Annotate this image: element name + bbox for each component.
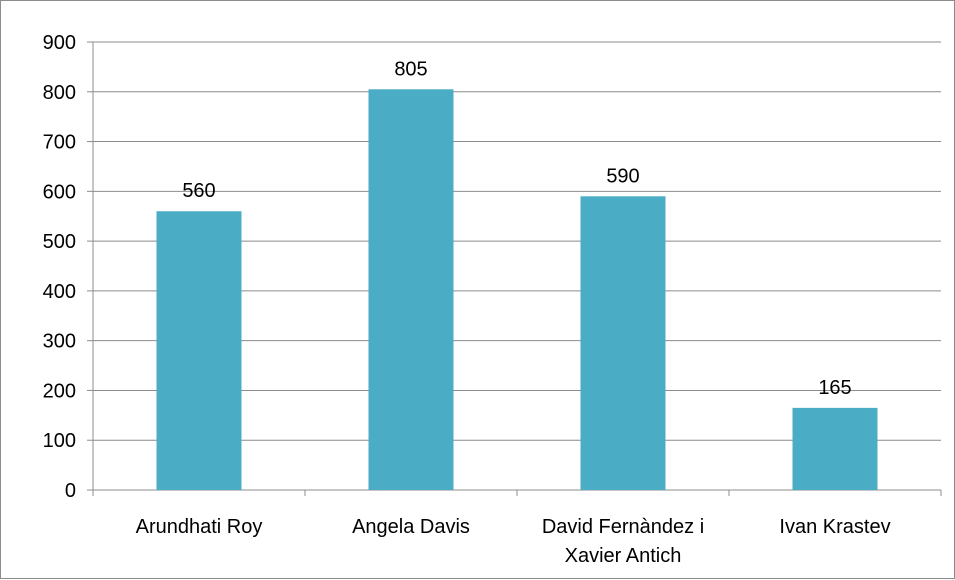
y-tick-label: 800 bbox=[43, 82, 76, 104]
data-label: 165 bbox=[818, 377, 851, 399]
bar bbox=[792, 407, 878, 490]
y-tick-label: 200 bbox=[43, 380, 76, 402]
data-label: 805 bbox=[394, 58, 427, 80]
data-label: 590 bbox=[606, 165, 639, 187]
bar bbox=[156, 211, 242, 490]
y-tick-label: 0 bbox=[65, 480, 76, 502]
y-tick-label: 700 bbox=[43, 132, 76, 154]
y-tick-label: 300 bbox=[43, 331, 76, 353]
bar bbox=[580, 196, 666, 491]
x-tick-label: David Fernàndez i Xavier Antich bbox=[542, 516, 704, 567]
x-tick-label: Ivan Krastev bbox=[779, 516, 890, 538]
y-tick-label: 900 bbox=[43, 32, 76, 54]
y-tick-label: 600 bbox=[43, 181, 76, 203]
x-tick-label: Arundhati Roy bbox=[136, 516, 263, 538]
y-tick-label: 500 bbox=[43, 231, 76, 253]
bar bbox=[368, 89, 454, 491]
data-label: 560 bbox=[182, 180, 215, 202]
y-tick-label: 100 bbox=[43, 430, 76, 452]
x-tick-label: Angela Davis bbox=[352, 516, 470, 538]
y-tick-label: 400 bbox=[43, 281, 76, 303]
